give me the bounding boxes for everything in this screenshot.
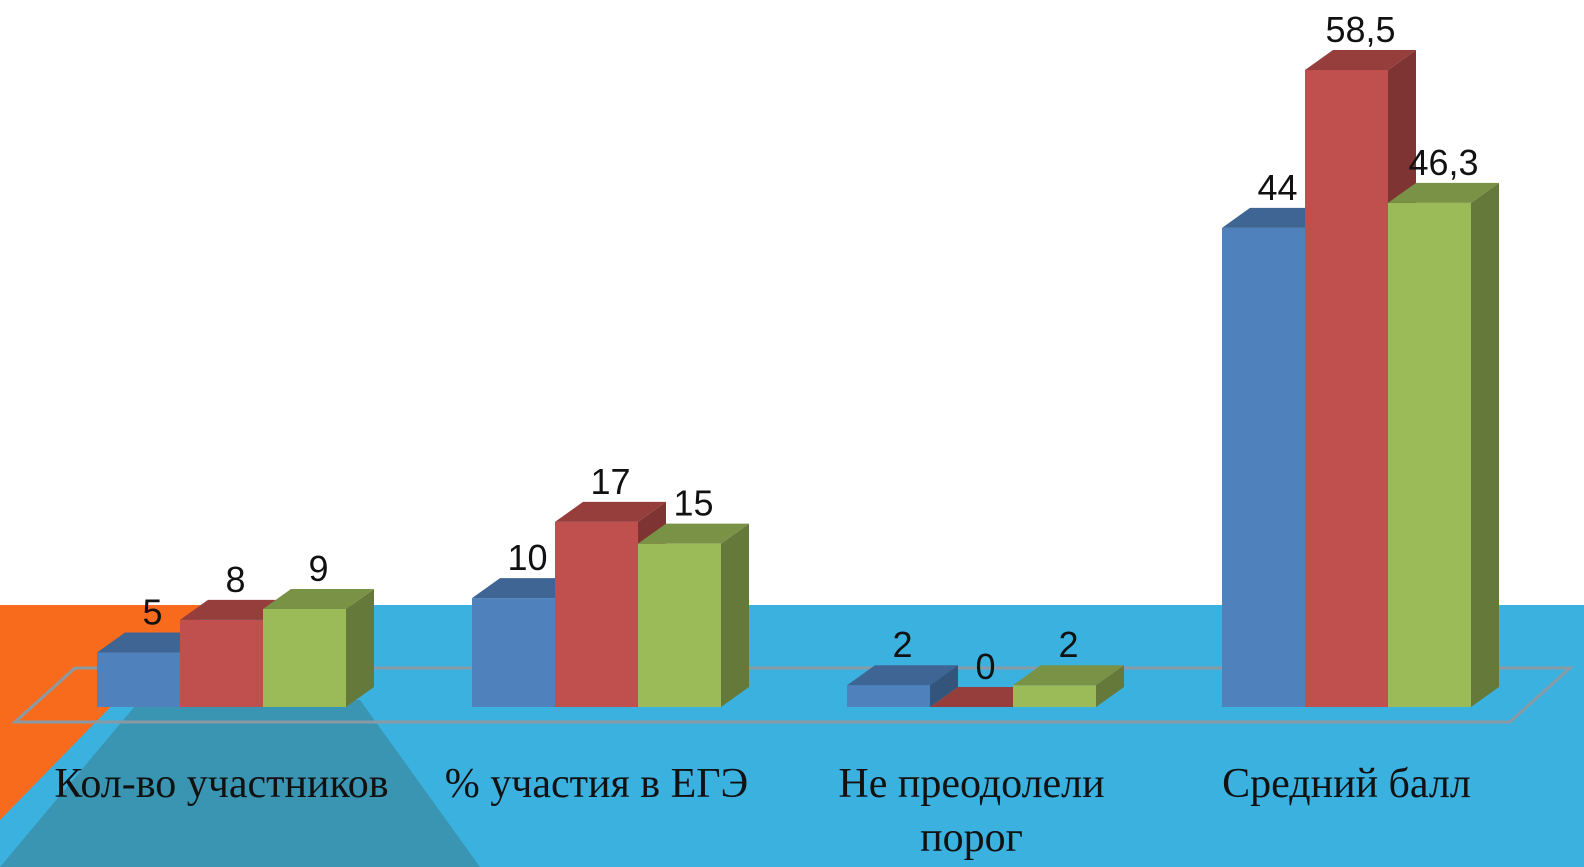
category-label: Средний балл bbox=[1222, 761, 1471, 807]
data-label: 58,5 bbox=[1325, 9, 1395, 50]
data-label: 17 bbox=[590, 461, 630, 502]
bar-top bbox=[1305, 50, 1416, 70]
category-label: Кол-во участников bbox=[54, 761, 389, 807]
bar-front bbox=[472, 598, 555, 707]
data-label: 9 bbox=[308, 548, 328, 589]
bars: 5 10 2 44 8 17 0 58,5 9 15 2 46,3 bbox=[97, 9, 1499, 707]
bar-front bbox=[847, 685, 930, 707]
bar-side bbox=[346, 589, 374, 707]
bar bbox=[847, 665, 958, 707]
data-label: 15 bbox=[673, 483, 713, 524]
bar-front bbox=[97, 652, 180, 707]
bar-front bbox=[263, 609, 346, 707]
bar-top bbox=[847, 665, 958, 686]
category-label: % участия в ЕГЭ bbox=[444, 761, 749, 807]
data-label: 10 bbox=[507, 537, 547, 578]
bar-front bbox=[180, 619, 263, 707]
background-trapezoid bbox=[0, 700, 480, 867]
data-label: 0 bbox=[975, 646, 995, 687]
data-label: 44 bbox=[1257, 167, 1297, 208]
bar-front bbox=[555, 521, 638, 707]
bar-top bbox=[263, 589, 374, 609]
bar-side bbox=[1471, 182, 1499, 707]
bar bbox=[263, 589, 374, 707]
bar-front bbox=[638, 543, 721, 707]
bar-top bbox=[1013, 665, 1124, 686]
data-label: 5 bbox=[142, 592, 162, 633]
bar-top bbox=[555, 501, 666, 522]
data-label: 2 bbox=[892, 624, 912, 665]
bar-front bbox=[1388, 202, 1471, 707]
floor bbox=[11, 666, 1574, 724]
bar-side bbox=[930, 665, 958, 707]
bar-front bbox=[1305, 70, 1388, 707]
data-label: 2 bbox=[1058, 624, 1078, 665]
bar-top bbox=[1388, 182, 1499, 203]
bar-front bbox=[1013, 685, 1096, 707]
bar bbox=[638, 523, 749, 707]
bar-side bbox=[721, 523, 749, 707]
data-label: 8 bbox=[225, 559, 245, 600]
bar bbox=[1388, 182, 1499, 707]
bar-front bbox=[1222, 227, 1305, 707]
bar bbox=[1013, 665, 1124, 707]
bar-top bbox=[638, 523, 749, 544]
category-label: Не преодолели порог bbox=[838, 761, 1105, 861]
data-label: 46,3 bbox=[1408, 142, 1478, 183]
bar-side bbox=[1096, 665, 1124, 707]
